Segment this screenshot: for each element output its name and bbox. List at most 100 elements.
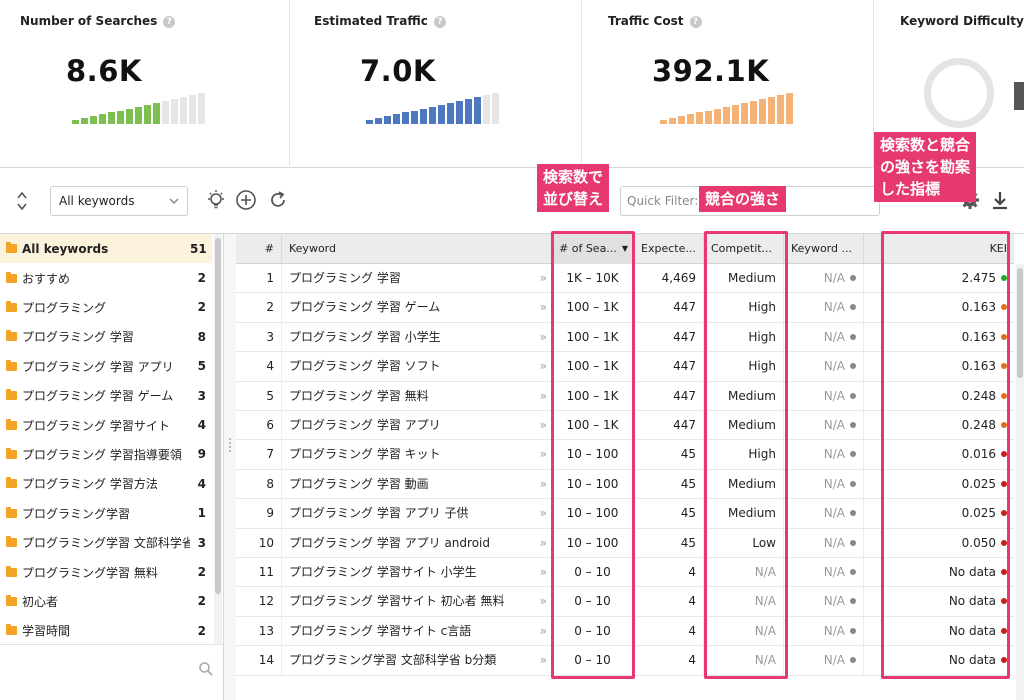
sidebar-item[interactable]: 学習時間 2 [0,616,212,645]
cell-keyword-difficulty: N/A [784,587,864,617]
keyword-difficulty-value: N/A [823,623,845,638]
column-header-kei[interactable]: KEI [989,242,1007,255]
help-icon[interactable]: ? [433,16,446,28]
sparkbar-segment [741,102,748,124]
keyword-filter-select[interactable]: All keywords [50,186,188,216]
sidebar-item[interactable]: プログラミング学習 文部科学省 3 [0,528,212,557]
table-row[interactable]: 4 プログラミング 学習 ソフト» 100 – 1K 447 High N/A 0.163 [236,352,1014,382]
double-chevron-right-icon[interactable]: » [539,418,547,432]
cell-index: 13 [236,616,282,647]
double-chevron-right-icon[interactable]: » [539,535,547,550]
sidebar-item[interactable]: 初心者 2 [0,587,212,616]
double-chevron-right-icon[interactable]: » [539,565,547,579]
table-row[interactable]: 6 プログラミング 学習 アプリ» 100 – 1K 447 Medium N/A 0.24… [236,411,1014,441]
column-header-expected[interactable]: Expecte... [634,234,704,264]
table-row[interactable]: 3 プログラミング 学習 小学生» 100 – 1K 447 High N/A 0.163 [236,322,1014,353]
sidebar-item[interactable]: プログラミング 2 [0,293,212,322]
keyword-text: プログラミング 学習 アプリ 子供 [289,506,469,521]
cell-expected: 45 [634,528,704,558]
table-row[interactable]: 1 プログラミング 学習» 1K – 10K 4,469 Medium N/A 2.475 [236,264,1014,294]
scrollbar-thumb[interactable] [1017,268,1023,378]
download-icon[interactable] [988,188,1012,212]
table-row[interactable]: 12 プログラミング 学習サイト 初心者 無料» 0 – 10 4 N/A N/A No d… [236,587,1014,617]
column-header-searches[interactable]: # of Sea... ▼ [552,234,634,264]
annotation-sort: 検索数で 並び替え [537,164,610,212]
cell-competition: Low [704,528,784,558]
sort-up-down-icon[interactable] [14,190,30,212]
sidebar-item[interactable]: プログラミング 学習指導要領 9 [0,440,212,469]
table-row[interactable]: 14 プログラミング学習 文部科学省 b分類» 0 – 10 4 N/A N/A No da… [236,646,1014,676]
table-scrollbar[interactable] [1016,264,1024,700]
highlight-searches-column [551,231,635,679]
sidebar-item[interactable]: プログラミング学習 無料 2 [0,557,212,586]
keyword-text: プログラミング 学習 ゲーム [289,300,441,315]
cell-kei: 0.248 [864,411,1014,440]
scrollbar-thumb[interactable] [215,238,221,594]
sidebar-item[interactable]: All keywords 51 [0,234,212,264]
cell-expected: 447 [634,352,704,382]
folder-icon [6,536,17,548]
pane-splitter[interactable] [224,234,236,700]
refresh-icon[interactable] [266,188,290,212]
column-header-competition[interactable]: Competit... [704,234,784,264]
table-row[interactable]: 10 プログラミング 学習 アプリ android» 10 – 100 45 Low N/… [236,528,1014,558]
help-icon[interactable]: ? [689,16,702,28]
cell-kei: 0.025 [864,499,1014,528]
search-icon[interactable] [198,661,214,681]
double-chevron-right-icon[interactable]: » [539,271,547,285]
keyword-difficulty-value: N/A [823,506,845,521]
double-chevron-right-icon[interactable]: » [539,329,547,344]
sidebar-item[interactable]: プログラミング学習 1 [0,499,212,528]
cell-kei: 0.016 [864,440,1014,469]
table-header: # Keyword # of Sea... ▼ Expecte... Compe… [236,234,1014,264]
cell-kei: No data [864,587,1014,616]
double-chevron-right-icon[interactable]: » [539,388,547,403]
sidebar-item-count: 2 [197,300,206,315]
table-row[interactable]: 13 プログラミング 学習サイト c言語» 0 – 10 4 N/A N/A No data [236,616,1014,647]
sidebar-item-count: 2 [197,565,206,580]
sidebar-item[interactable]: プログラミング 学習方法 4 [0,469,212,498]
help-icon[interactable]: ? [163,16,176,28]
double-chevron-right-icon[interactable]: » [539,300,547,315]
cell-index: 9 [236,499,282,529]
cell-keyword-difficulty: N/A [784,293,864,323]
sidebar-item-label: プログラミング学習 文部科学省 [22,536,190,551]
sidebar-item[interactable]: おすすめ 2 [0,263,212,292]
sidebar-item[interactable]: プログラミング 学習サイト 4 [0,410,212,439]
double-chevron-right-icon[interactable]: » [539,476,547,491]
table-row[interactable]: 9 プログラミング 学習 アプリ 子供» 10 – 100 45 Medium N/A 0.… [236,499,1014,529]
status-dot-icon [850,598,856,605]
double-chevron-right-icon[interactable]: » [539,653,547,668]
double-chevron-right-icon[interactable]: » [539,594,547,609]
lightbulb-icon[interactable] [204,188,228,212]
sparkbar-segment [375,118,382,124]
kei-status-dot-icon [1001,363,1007,370]
add-circle-icon[interactable] [234,188,258,212]
sidebar-item[interactable]: プログラミング 学習 ゲーム 3 [0,381,212,410]
sidebar-search[interactable] [0,644,223,700]
column-header-keyword[interactable]: Keyword [282,234,552,264]
sidebar-scrollbar[interactable] [214,234,222,700]
annotation-kei: 検索数と競合 の強さを勘案 した指標 [874,132,977,202]
double-chevron-right-icon[interactable]: » [539,506,547,521]
table-row[interactable]: 2 プログラミング 学習 ゲーム» 100 – 1K 447 High N/A 0.163 [236,293,1014,323]
metric-title: Keyword Difficulty [900,14,1024,28]
splitter-handle[interactable] [229,438,231,452]
sidebar-item[interactable]: プログラミング 学習 8 [0,322,212,351]
table-row[interactable]: 8 プログラミング 学習 動画» 10 – 100 45 Medium N/A 0.025 [236,469,1014,500]
double-chevron-right-icon[interactable]: » [539,359,547,374]
sparkbar-segment [714,108,721,124]
status-dot-icon [850,333,856,340]
table-row[interactable]: 5 プログラミング 学習 無料» 100 – 1K 447 Medium N/A 0.248 [236,381,1014,411]
column-header-index[interactable]: # [236,234,282,264]
cell-kei: No data [864,558,1014,587]
sidebar-item-count: 9 [197,447,206,462]
sparkbar-segment [438,104,445,124]
cell-expected: 4,469 [634,264,704,294]
double-chevron-right-icon[interactable]: » [539,623,547,638]
cell-keyword: プログラミング 学習サイト 初心者 無料 » [282,587,552,617]
double-chevron-right-icon[interactable]: » [539,447,547,462]
table-row[interactable]: 7 プログラミング 学習 キット» 10 – 100 45 High N/A 0.016 [236,440,1014,470]
column-header-keyword-difficulty[interactable]: Keyword ... [784,234,864,264]
sidebar-item[interactable]: プログラミング 学習 アプリ 5 [0,352,212,381]
